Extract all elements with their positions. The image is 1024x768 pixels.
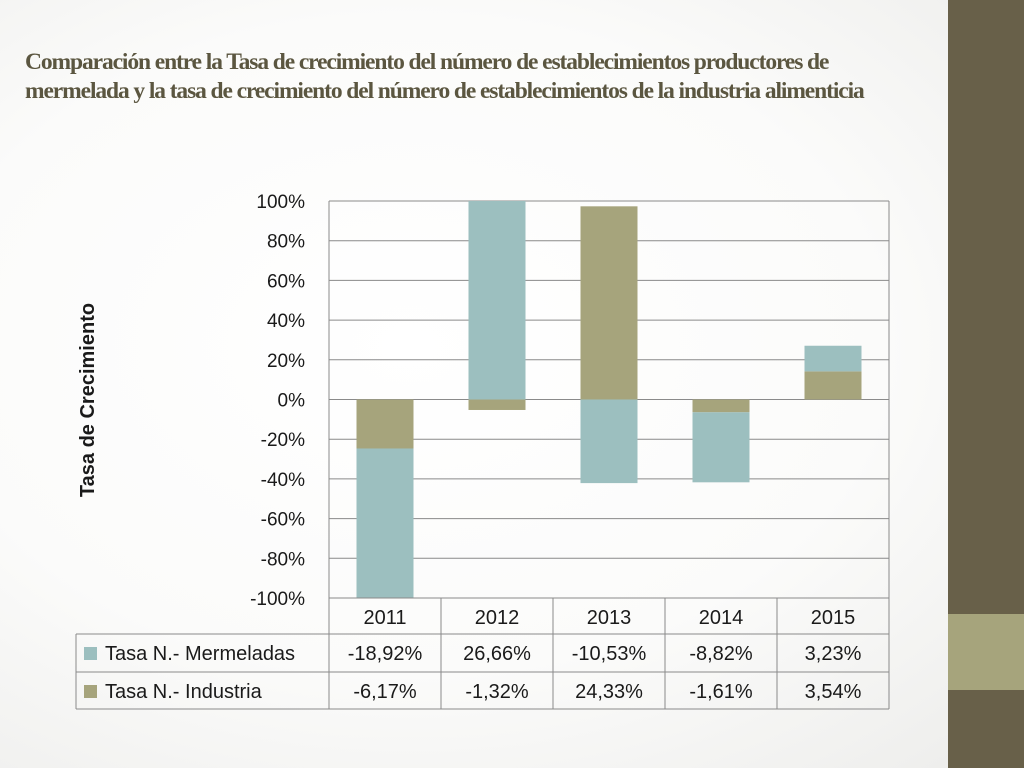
y-tick-label: -80% (261, 549, 305, 570)
data-label: 3,23% (805, 643, 862, 665)
bar-industria-2014 (692, 399, 750, 413)
data-label: -10,53% (572, 643, 647, 665)
y-tick-label: 60% (267, 271, 305, 292)
x-tick-label: 2011 (363, 607, 406, 629)
side-accent (948, 614, 1024, 690)
x-tick-label: 2015 (811, 607, 856, 629)
y-tick-label: 0% (278, 391, 306, 412)
bar-mermeladas-2011 (356, 448, 414, 598)
data-label: 24,33% (575, 681, 643, 703)
y-tick-label: 80% (267, 232, 305, 253)
x-tick-label: 2014 (699, 607, 744, 629)
x-tick-label: 2012 (475, 607, 520, 629)
y-axis-title: Tasa de Crecimiento (77, 303, 99, 497)
bar-industria-2011 (356, 399, 414, 449)
stacked-bar-chart: 100% 80% 60% 40% 20% 0% -20% -40% -60% -80% -100% 2… (75, 192, 890, 710)
bar-industria-2015 (804, 371, 862, 400)
y-tick-label: 40% (267, 311, 305, 332)
y-tick-label: -60% (261, 510, 305, 531)
legend-swatch-industria (84, 685, 97, 698)
data-label: -8,82% (689, 643, 753, 665)
bar-mermeladas-2014 (692, 412, 750, 483)
data-label: 3,54% (805, 681, 862, 703)
y-tick-label: -20% (261, 430, 305, 451)
y-tick-label: -100% (250, 589, 305, 610)
bar-mermeladas-2013 (580, 399, 638, 484)
legend-swatch-mermeladas (84, 647, 97, 660)
legend-label-mermeladas: Tasa N.- Mermeladas (105, 643, 295, 665)
slide-title: Comparación entre la Tasa de crecimiento… (25, 49, 865, 104)
y-tick-label: -40% (261, 470, 305, 491)
data-label: 26,66% (463, 643, 531, 665)
data-label: -6,17% (353, 681, 417, 703)
data-label: -1,32% (465, 681, 529, 703)
bar-mermeladas-2015 (804, 345, 862, 372)
data-label: -1,61% (689, 681, 753, 703)
y-tick-label: 20% (267, 351, 305, 372)
bar-industria-2012 (468, 399, 526, 410)
bar-industria-2013 (580, 206, 638, 400)
y-tick-label: 100% (256, 192, 305, 213)
data-label: -18,92% (348, 643, 423, 665)
legend-label-industria: Tasa N.- Industria (105, 681, 263, 703)
bar-mermeladas-2012 (468, 201, 526, 400)
x-tick-label: 2013 (587, 607, 632, 629)
